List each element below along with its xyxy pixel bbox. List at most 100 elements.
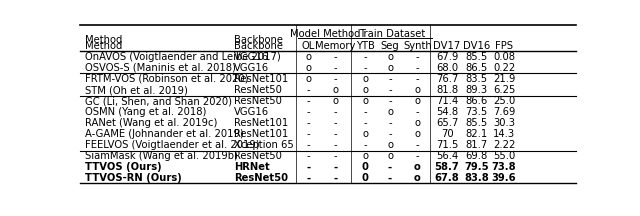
Text: Method: Method [85, 41, 122, 51]
Text: TTVOS-RN (Ours): TTVOS-RN (Ours) [85, 173, 182, 183]
Text: DV16: DV16 [463, 41, 490, 51]
Text: ResNet101: ResNet101 [234, 74, 288, 84]
Text: 85.5: 85.5 [466, 52, 488, 62]
Text: VGG16: VGG16 [234, 107, 269, 117]
Text: o: o [387, 151, 393, 161]
Text: ResNet50: ResNet50 [234, 96, 282, 106]
Text: o: o [414, 162, 420, 172]
Text: SiamMask (Wang et al. 2019b): SiamMask (Wang et al. 2019b) [85, 151, 238, 161]
Text: 58.7: 58.7 [435, 162, 460, 172]
Text: 70: 70 [441, 129, 453, 139]
Text: 0: 0 [362, 173, 369, 183]
Text: 73.8: 73.8 [492, 162, 516, 172]
Text: -: - [364, 107, 367, 117]
Text: Backbone: Backbone [234, 41, 283, 51]
Text: -: - [307, 107, 310, 117]
Text: o: o [414, 118, 420, 128]
Text: 6.25: 6.25 [493, 85, 515, 95]
Text: 83.5: 83.5 [466, 74, 488, 84]
Text: -: - [415, 140, 419, 150]
Text: VGG16: VGG16 [234, 63, 269, 73]
Text: -: - [415, 52, 419, 62]
Text: -: - [307, 118, 310, 128]
Text: o: o [305, 74, 311, 84]
Text: 76.7: 76.7 [436, 74, 458, 84]
Text: GC (Li, Shen, and Shan 2020): GC (Li, Shen, and Shan 2020) [85, 96, 232, 106]
Text: -: - [364, 52, 367, 62]
Text: Backbone: Backbone [234, 35, 283, 45]
Text: o: o [387, 63, 393, 73]
Text: -: - [333, 129, 337, 139]
Text: -: - [364, 63, 367, 73]
Text: Method: Method [85, 35, 122, 45]
Text: -: - [388, 74, 392, 84]
Text: -: - [307, 96, 310, 106]
Text: -: - [333, 140, 337, 150]
Text: o: o [332, 85, 339, 95]
Text: -: - [306, 162, 310, 172]
Text: o: o [387, 52, 393, 62]
Text: -: - [333, 107, 337, 117]
Text: ResNet101: ResNet101 [234, 129, 288, 139]
Text: DV17: DV17 [433, 41, 461, 51]
Text: Xception 65: Xception 65 [234, 140, 294, 150]
Text: 89.3: 89.3 [466, 85, 488, 95]
Text: -: - [307, 129, 310, 139]
Text: 25.0: 25.0 [493, 96, 515, 106]
Text: o: o [414, 96, 420, 106]
Text: ResNet101: ResNet101 [234, 118, 288, 128]
Text: 79.5: 79.5 [465, 162, 489, 172]
Text: 82.1: 82.1 [466, 129, 488, 139]
Text: HRNet: HRNet [234, 162, 269, 172]
Text: Model Method: Model Method [291, 29, 361, 39]
Text: 69.8: 69.8 [466, 151, 488, 161]
Text: STM (Oh et al. 2019): STM (Oh et al. 2019) [85, 85, 188, 95]
Text: RANet (Wang et al. 2019c): RANet (Wang et al. 2019c) [85, 118, 218, 128]
Text: TTVOS (Ours): TTVOS (Ours) [85, 162, 161, 172]
Text: 0.08: 0.08 [493, 52, 515, 62]
Text: ResNet50: ResNet50 [234, 151, 282, 161]
Text: -: - [415, 151, 419, 161]
Text: 7.69: 7.69 [493, 107, 515, 117]
Text: Train Dataset: Train Dataset [359, 29, 426, 39]
Text: -: - [333, 74, 337, 84]
Text: 0.22: 0.22 [493, 63, 515, 73]
Text: 39.6: 39.6 [492, 173, 516, 183]
Text: o: o [362, 85, 368, 95]
Text: 81.8: 81.8 [436, 85, 458, 95]
Text: FEELVOS (Voigtlaender et al. 2019): FEELVOS (Voigtlaender et al. 2019) [85, 140, 260, 150]
Text: 86.6: 86.6 [466, 96, 488, 106]
Text: OL: OL [301, 41, 315, 51]
Text: -: - [388, 173, 392, 183]
Text: -: - [333, 63, 337, 73]
Text: -: - [364, 118, 367, 128]
Text: o: o [332, 96, 339, 106]
Text: o: o [387, 140, 393, 150]
Text: OSMN (Yang et al. 2018): OSMN (Yang et al. 2018) [85, 107, 206, 117]
Text: o: o [362, 151, 368, 161]
Text: o: o [362, 129, 368, 139]
Text: 68.0: 68.0 [436, 63, 458, 73]
Text: 21.9: 21.9 [493, 74, 515, 84]
Text: -: - [415, 107, 419, 117]
Text: -: - [333, 151, 337, 161]
Text: 67.8: 67.8 [435, 173, 460, 183]
Text: 65.7: 65.7 [436, 118, 458, 128]
Text: -: - [364, 140, 367, 150]
Text: o: o [305, 52, 311, 62]
Text: OnAVOS (Voigtlaender and Leibe 2017): OnAVOS (Voigtlaender and Leibe 2017) [85, 52, 281, 62]
Text: -: - [388, 162, 392, 172]
Text: 55.0: 55.0 [493, 151, 515, 161]
Text: -: - [307, 85, 310, 95]
Text: 81.7: 81.7 [466, 140, 488, 150]
Text: 85.5: 85.5 [466, 118, 488, 128]
Text: -: - [333, 52, 337, 62]
Text: o: o [414, 85, 420, 95]
Text: -: - [415, 74, 419, 84]
Text: A-GAME (Johnander et al. 2019): A-GAME (Johnander et al. 2019) [85, 129, 244, 139]
Text: -: - [333, 162, 337, 172]
Text: ResNet50: ResNet50 [234, 173, 288, 183]
Text: YTB: YTB [356, 41, 374, 51]
Text: ResNet50: ResNet50 [234, 85, 282, 95]
Text: 71.4: 71.4 [436, 96, 458, 106]
